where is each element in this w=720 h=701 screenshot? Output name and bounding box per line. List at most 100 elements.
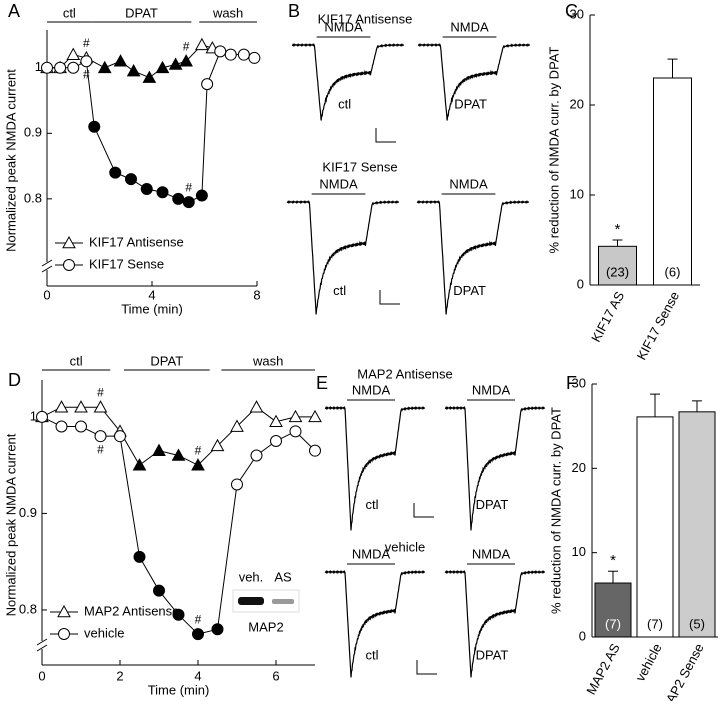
n-label: (6) [665, 264, 681, 279]
data-point [142, 70, 157, 83]
bar [598, 245, 637, 286]
annotation: # [83, 67, 90, 81]
data-point [152, 443, 166, 456]
x-tick-label: 4 [148, 287, 155, 302]
current-trace [416, 200, 530, 315]
annotation: # [83, 36, 90, 50]
trace-group-title: MAP2 Antisense [357, 366, 452, 381]
legend-label: KIF17 Sense [89, 256, 164, 271]
scale-bar [379, 290, 400, 305]
stimulus-label: NMDA [324, 19, 363, 34]
trace-label: DPAT [476, 497, 509, 512]
data-point [191, 458, 205, 471]
data-point [97, 60, 112, 74]
legend-label: MAP2 Antisense [84, 603, 179, 618]
data-point [140, 183, 153, 196]
data-point [270, 435, 282, 447]
bar [678, 411, 716, 638]
period-label: wash [212, 5, 243, 20]
data-point [230, 419, 244, 432]
scale-bar [375, 128, 396, 143]
legend-marker [62, 235, 76, 249]
blot-caption: MAP2 [248, 619, 283, 634]
period-label: ctl [70, 353, 83, 368]
annotation: # [183, 39, 190, 53]
current-trace [324, 569, 426, 678]
legend-label: vehicle [84, 625, 124, 640]
axis-break [41, 259, 53, 273]
data-point [172, 608, 185, 621]
n-label: (7) [647, 616, 663, 631]
y-tick-label: 20 [572, 460, 586, 475]
data-point [156, 186, 169, 199]
annotation: * [615, 221, 621, 238]
x-tick-label: vehicle [632, 641, 664, 684]
x-tick-label: 0 [38, 668, 45, 683]
y-tick-label: 0.8 [24, 190, 42, 205]
data-point [75, 420, 87, 433]
trace-group-title: vehicle [385, 539, 425, 554]
panel-letter: C [565, 1, 578, 21]
period-label: wash [252, 353, 283, 368]
y-tick-label: 0.9 [24, 125, 42, 140]
x-tick-label: KIF17 AS [588, 289, 627, 345]
data-point [308, 409, 322, 423]
blot-band [272, 599, 294, 604]
x-tick-label: 6 [272, 668, 279, 683]
x-tick-label: MAP2 Sense [658, 641, 707, 701]
blot-frame [232, 589, 300, 613]
data-point [93, 400, 108, 413]
data-point [248, 51, 261, 64]
data-point [155, 60, 170, 74]
data-point [237, 48, 250, 61]
y-tick-label: 1 [35, 59, 42, 74]
blot-lane-label: AS [274, 569, 292, 584]
current-trace [444, 569, 546, 678]
data-point [182, 196, 195, 209]
y-tick-label: 20 [570, 96, 584, 111]
data-point [211, 623, 224, 636]
data-point [250, 449, 263, 462]
legend-label: KIF17 Antisense [89, 234, 184, 249]
legend-marker [57, 604, 71, 618]
axis-break [36, 638, 48, 652]
data-point [109, 166, 122, 179]
data-point [54, 400, 69, 413]
data-point [249, 400, 264, 413]
data-point [168, 57, 183, 70]
panel-letter: A [8, 1, 20, 21]
data-point [201, 78, 214, 91]
x-tick-label: KIF17 Sense [634, 289, 683, 362]
data-point [125, 173, 137, 186]
y-tick-label: 0.9 [19, 505, 37, 520]
x-tick-label: 4 [194, 668, 201, 683]
trace-label: DPAT [476, 647, 509, 662]
stimulus-label: NMDA [352, 382, 391, 397]
n-label: (5) [689, 616, 705, 631]
period-label: ctl [63, 5, 76, 20]
data-point [113, 54, 128, 67]
y-axis-label: Normalized peak NMDA current [3, 433, 18, 616]
trace-label: ctl [366, 497, 379, 512]
current-trace [417, 43, 531, 121]
y-tick-label: 0 [577, 276, 584, 291]
bar [594, 582, 632, 638]
data-point [309, 444, 321, 457]
data-point [171, 448, 186, 461]
y-tick-label: 0 [579, 628, 586, 643]
x-tick-label: 8 [253, 287, 260, 302]
data-point [224, 48, 237, 61]
data-point [214, 45, 227, 58]
data-point [289, 425, 302, 438]
data-point [133, 550, 146, 563]
annotation: # [195, 443, 202, 457]
x-axis-label: Time (min) [148, 682, 210, 697]
trace-label: DPAT [453, 283, 486, 298]
data-point [153, 584, 165, 597]
period-label: DPAT [125, 5, 158, 20]
annotation: * [610, 552, 616, 569]
y-axis-label: Normalized peak NMDA current [3, 69, 18, 252]
annotation: # [195, 612, 202, 626]
data-point [41, 61, 53, 74]
